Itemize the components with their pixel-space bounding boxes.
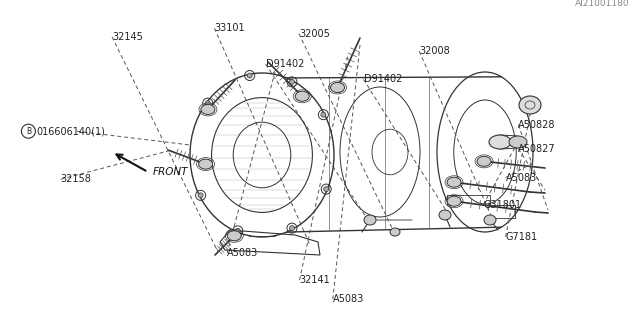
Ellipse shape bbox=[289, 79, 294, 84]
Text: 016606140(1): 016606140(1) bbox=[36, 126, 105, 136]
Text: D91402: D91402 bbox=[364, 74, 402, 84]
Ellipse shape bbox=[364, 215, 376, 225]
Ellipse shape bbox=[477, 156, 491, 166]
Text: G7181: G7181 bbox=[506, 232, 538, 242]
Text: D91402: D91402 bbox=[266, 59, 304, 69]
Text: FRONT: FRONT bbox=[153, 167, 189, 177]
Ellipse shape bbox=[236, 228, 240, 233]
Text: 32141: 32141 bbox=[300, 275, 330, 285]
Text: A50828: A50828 bbox=[518, 120, 556, 130]
Text: 32005: 32005 bbox=[299, 28, 330, 39]
Ellipse shape bbox=[519, 96, 541, 114]
Ellipse shape bbox=[324, 187, 329, 192]
Ellipse shape bbox=[390, 228, 400, 236]
Text: A5083: A5083 bbox=[227, 248, 259, 258]
Ellipse shape bbox=[201, 104, 215, 115]
Ellipse shape bbox=[447, 196, 461, 206]
Text: G31801: G31801 bbox=[483, 200, 522, 210]
Text: A5083: A5083 bbox=[333, 294, 364, 304]
Ellipse shape bbox=[489, 135, 511, 149]
Ellipse shape bbox=[295, 91, 309, 101]
Ellipse shape bbox=[509, 136, 527, 148]
Ellipse shape bbox=[439, 210, 451, 220]
Ellipse shape bbox=[330, 83, 344, 92]
Ellipse shape bbox=[247, 73, 252, 78]
Ellipse shape bbox=[198, 193, 203, 198]
Text: 32158: 32158 bbox=[61, 174, 92, 184]
Text: 32145: 32145 bbox=[112, 32, 143, 42]
Ellipse shape bbox=[227, 231, 241, 241]
Ellipse shape bbox=[198, 159, 212, 169]
Ellipse shape bbox=[484, 215, 496, 225]
Ellipse shape bbox=[289, 226, 294, 231]
Text: 32008: 32008 bbox=[419, 46, 450, 56]
Text: B: B bbox=[26, 127, 31, 136]
Text: AI21001180: AI21001180 bbox=[575, 0, 630, 8]
Ellipse shape bbox=[205, 100, 210, 106]
Ellipse shape bbox=[447, 177, 461, 187]
Text: A5083: A5083 bbox=[506, 172, 537, 183]
Text: 33101: 33101 bbox=[214, 23, 245, 33]
Text: A50827: A50827 bbox=[518, 144, 556, 154]
Ellipse shape bbox=[321, 112, 326, 117]
